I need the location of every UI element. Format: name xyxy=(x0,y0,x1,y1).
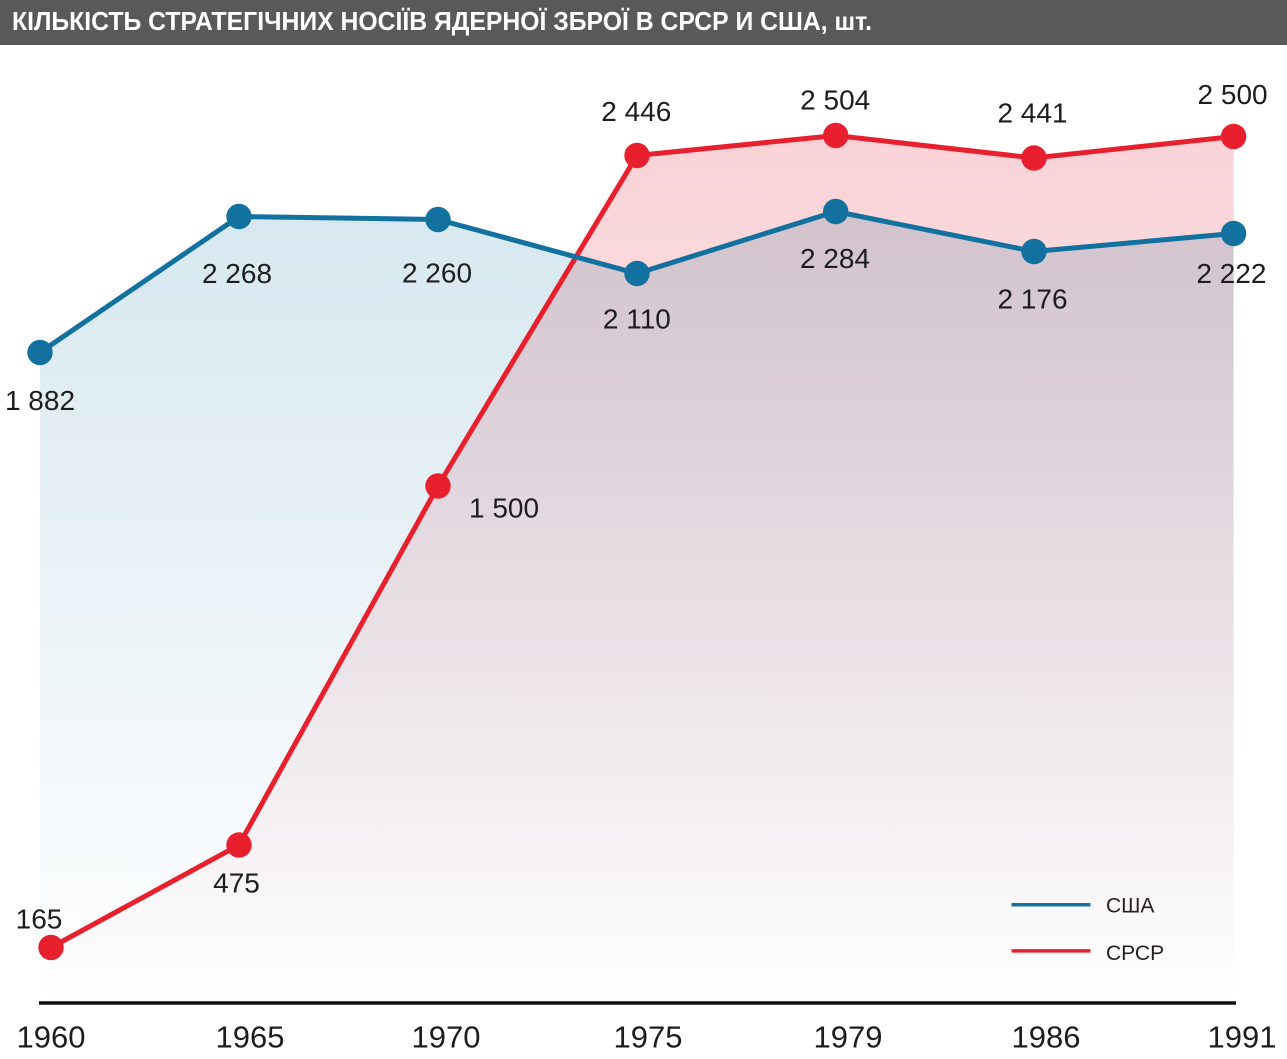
svg-text:2 500: 2 500 xyxy=(1198,79,1268,110)
svg-text:КІЛЬКІСТЬ СТРАТЕГІЧНИХ НОСІЇВ: КІЛЬКІСТЬ СТРАТЕГІЧНИХ НОСІЇВ ЯДЕРНОЇ ЗБ… xyxy=(12,6,872,36)
svg-text:1965: 1965 xyxy=(216,1020,285,1055)
svg-text:2 446: 2 446 xyxy=(601,96,671,127)
svg-text:2 176: 2 176 xyxy=(997,284,1067,315)
svg-text:2 284: 2 284 xyxy=(800,243,870,274)
svg-text:1 882: 1 882 xyxy=(5,385,75,416)
svg-text:2 110: 2 110 xyxy=(603,304,671,335)
svg-text:1986: 1986 xyxy=(1012,1020,1081,1055)
svg-text:1991: 1991 xyxy=(1208,1020,1277,1055)
svg-text:165: 165 xyxy=(16,904,63,935)
svg-text:2 260: 2 260 xyxy=(402,258,472,289)
svg-text:2 504: 2 504 xyxy=(800,85,870,116)
svg-text:475: 475 xyxy=(213,868,260,899)
svg-text:2 441: 2 441 xyxy=(997,98,1067,129)
svg-text:1 500: 1 500 xyxy=(469,493,539,524)
svg-text:2 268: 2 268 xyxy=(202,258,272,289)
svg-text:1979: 1979 xyxy=(814,1020,883,1055)
svg-text:1970: 1970 xyxy=(412,1020,481,1055)
svg-text:2 222: 2 222 xyxy=(1196,258,1266,289)
svg-text:США: США xyxy=(1106,895,1154,918)
svg-text:1960: 1960 xyxy=(17,1020,86,1055)
svg-text:СРСР: СРСР xyxy=(1106,942,1164,965)
svg-text:1975: 1975 xyxy=(614,1020,683,1055)
